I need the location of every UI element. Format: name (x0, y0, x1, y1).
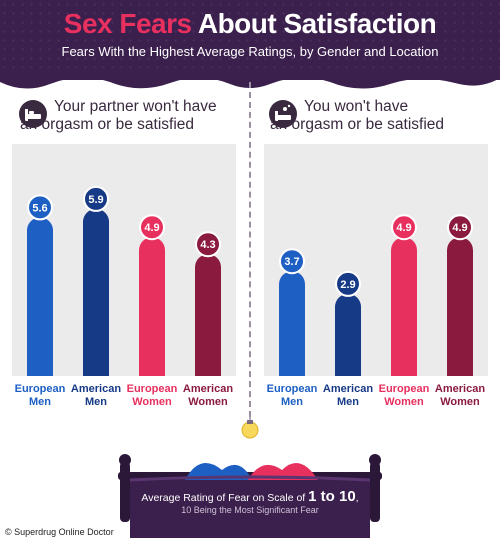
category-label-1-3-line2: Women (132, 396, 172, 408)
category-label-2-2-line2: Men (337, 396, 359, 408)
data-label-badge-2-2 (335, 270, 361, 297)
bar-2-1 (279, 271, 305, 376)
data-label-badge-1-2 (83, 185, 109, 212)
header-banner (0, 0, 500, 80)
data-label-2-3: 4.9 (396, 222, 411, 234)
left-panel-title-line2: an orgasm or be satisfied (20, 116, 195, 133)
bar-1-3 (139, 237, 165, 376)
left-panel-title-line1: Your partner won't have (54, 98, 217, 115)
panel-divider (249, 82, 251, 427)
category-label-2-2-line1: American (323, 383, 373, 395)
page-subtitle: Fears With the Highest Average Ratings, … (61, 44, 439, 59)
data-label-badge-2-4 (447, 214, 473, 241)
category-label-2-1-line2: Men (281, 396, 303, 408)
bed-dreaming-icon (269, 100, 297, 128)
data-label-2-4: 4.9 (452, 222, 467, 234)
category-label-2-3-line1: European (379, 383, 430, 395)
category-label-1-2-line2: Men (85, 396, 107, 408)
footer-subcaption: 10 Being the Most Significant Fear (181, 505, 319, 515)
bed-icon (19, 100, 47, 128)
data-label-badge-2-3 (391, 214, 417, 241)
footer-caption-a: Average Rating of Fear on Scale of (141, 492, 309, 504)
category-label-1-4-line2: Women (188, 396, 228, 408)
lightbulb-icon (241, 412, 259, 439)
left-panel-title: Your partner won't have an orgasm or be … (20, 98, 264, 134)
category-label-2-4-line2: Women (440, 396, 480, 408)
category-label-1-2-line1: American (71, 383, 121, 395)
category-label-2-3-line2: Women (384, 396, 424, 408)
data-label-1-1: 5.6 (32, 202, 47, 214)
right-panel-title: You won't have an orgasm or be satisfied (270, 98, 500, 134)
category-label-1-1-line2: Men (29, 396, 51, 408)
category-label-1-4-line1: American (183, 383, 233, 395)
bed-hearts-icon (237, 454, 253, 467)
title-accent: Sex Fears (63, 8, 192, 39)
bar-2-3 (391, 237, 417, 376)
footer-bed (118, 454, 382, 538)
data-label-1-4: 4.3 (200, 239, 215, 251)
footer-caption-emph: 1 to 10 (308, 488, 356, 505)
bar-2-2 (335, 293, 361, 376)
data-label-badge-1-1 (27, 194, 53, 221)
category-label-2-1-line1: European (267, 383, 318, 395)
bar-2-4 (447, 237, 473, 376)
category-label-1-1-line1: European (15, 383, 66, 395)
data-label-1-2: 5.9 (88, 194, 103, 206)
data-label-badge-1-4 (195, 231, 221, 258)
right-panel-title-line2: an orgasm or be satisfied (270, 116, 445, 133)
footer-caption-b: , (355, 492, 359, 504)
bar-1-2 (83, 208, 110, 376)
footer-caption: Average Rating of Fear on Scale of 1 to … (0, 488, 500, 505)
data-label-2-2: 2.9 (340, 279, 355, 291)
title-main: About Satisfaction (197, 8, 437, 39)
category-label-1-3-line1: European (127, 383, 178, 395)
header-wave (0, 68, 500, 89)
bar-1-4 (195, 254, 221, 376)
right-panel-title-line1: You won't have (304, 98, 409, 115)
data-label-2-1: 3.7 (284, 256, 299, 268)
data-label-badge-1-3 (139, 214, 165, 241)
bar-1-1 (27, 217, 53, 376)
page-title: Sex Fears About Satisfaction (0, 8, 500, 40)
data-label-badge-2-1 (279, 248, 305, 275)
category-label-2-4-line1: American (435, 383, 485, 395)
data-label-1-3: 4.9 (144, 222, 159, 234)
bar-charts: 5.6EuropeanMen5.9AmericanMen4.9EuropeanW… (12, 144, 488, 408)
image-credit: © Superdrug Online Doctor (3, 527, 116, 537)
